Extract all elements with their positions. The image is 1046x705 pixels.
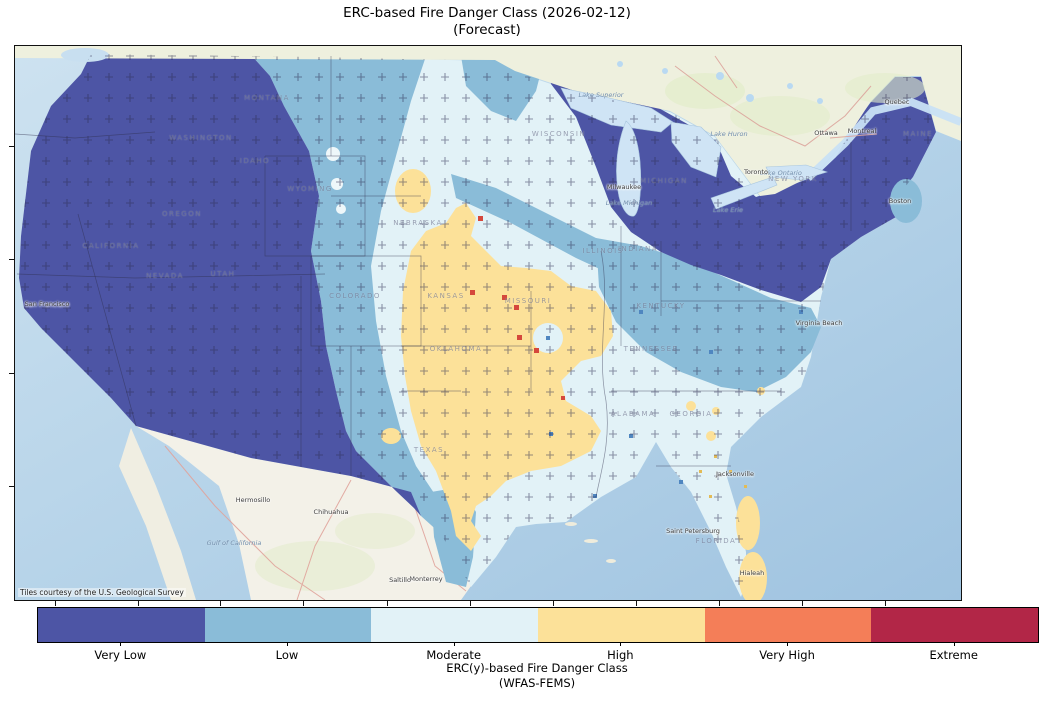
- lake-erie-label: Lake Erie: [712, 206, 744, 214]
- x-axis-tick: [138, 601, 139, 606]
- title-line1: ERC-based Fire Danger Class (2026-02-12): [343, 5, 631, 21]
- colorbar-label-very-low: Very Low: [94, 648, 147, 662]
- tiles-attribution: Tiles courtesy of the U.S. Geological Su…: [18, 588, 186, 597]
- colorbar-label-high: High: [607, 648, 634, 662]
- colorbar-tick: [954, 642, 955, 646]
- city-label: Ottawa: [814, 129, 838, 137]
- colorbar-segment-moderate: [371, 608, 539, 642]
- y-axis-tick: [9, 486, 14, 487]
- colorbar-segment-high: [538, 608, 705, 642]
- state-label: FLORIDA: [695, 537, 737, 545]
- state-label: MAINE: [902, 130, 934, 138]
- y-axis-tick: [9, 146, 14, 147]
- colorbar-segment-very-high: [704, 608, 872, 642]
- state-label: ALABAMA: [610, 410, 656, 418]
- x-axis-tick: [55, 601, 56, 606]
- colorbar-label-low: Low: [275, 648, 299, 662]
- colorbar-segment-extreme: [871, 608, 1039, 642]
- city-label: Jacksonville: [716, 470, 754, 478]
- colorbar-tick: [120, 642, 121, 646]
- state-label: INDIANA: [617, 245, 659, 253]
- colorbar-segment-low: [204, 608, 372, 642]
- state-label: MISSOURI: [504, 297, 552, 305]
- city-label: Milwaukee: [606, 183, 642, 191]
- city-label: Quebec: [884, 98, 910, 106]
- figure-title: ERC-based Fire Danger Class (2026-02-12)…: [14, 5, 960, 39]
- colorbar-caption: ERC(y)-based Fire Danger Class (WFAS-FEM…: [37, 661, 1037, 691]
- state-label: TEXAS: [413, 446, 445, 454]
- city-label: Boston: [888, 197, 912, 205]
- city-label: Hermosillo: [235, 496, 271, 504]
- state-label: ILLINOIS: [582, 247, 624, 255]
- state-label: GEORGIA: [669, 410, 713, 418]
- x-axis-tick: [885, 601, 886, 606]
- state-label: KANSAS: [427, 292, 465, 300]
- x-axis-tick: [470, 601, 471, 606]
- y-axis-tick: [9, 373, 14, 374]
- x-axis-tick: [220, 601, 221, 606]
- basemap: [15, 46, 961, 600]
- lake-superior-label: Lake Superior: [578, 91, 624, 99]
- x-axis-tick: [719, 601, 720, 606]
- state-label: MONTANA: [244, 94, 290, 102]
- state-label: UTAH: [210, 270, 236, 278]
- city-label: Toronto: [744, 168, 768, 176]
- colorbar-ticks: [37, 642, 1037, 647]
- caption-line2: (WFAS-FEMS): [498, 676, 576, 690]
- state-label: WISCONSIN: [531, 130, 587, 138]
- state-label: OKLAHOMA: [429, 345, 483, 353]
- city-label: Monterrey: [409, 575, 443, 583]
- state-label: TENNESSEE: [623, 345, 679, 353]
- city-label: Chihuahua: [313, 508, 349, 516]
- state-label: KENTUCKY: [636, 302, 686, 310]
- colorbar: [37, 607, 1039, 643]
- map-canvas: Lake Superior Lake Michigan Lake Huron L…: [9, 45, 962, 606]
- colorbar-tick: [287, 642, 288, 646]
- state-label: OREGON: [162, 210, 202, 218]
- colorbar-segment-very-low: [38, 608, 205, 642]
- colorbar-tick: [454, 642, 455, 646]
- city-label: San Francisco: [24, 300, 70, 308]
- x-axis-tick: [303, 601, 304, 606]
- state-label: COLORADO: [329, 292, 381, 300]
- city-label: Saltillo: [389, 576, 411, 584]
- x-axis-tick: [636, 601, 637, 606]
- title-line2: (Forecast): [453, 22, 521, 38]
- x-axis-tick: [553, 601, 554, 606]
- caption-line1: ERC(y)-based Fire Danger Class: [446, 661, 628, 675]
- colorbar-tick: [787, 642, 788, 646]
- state-label: WASHINGTON: [169, 134, 233, 142]
- city-label: Virginia Beach: [795, 319, 843, 327]
- state-label: NEBRASKA: [393, 219, 443, 227]
- colorbar-labels: Very Low Low Moderate High Very High Ext…: [37, 648, 1037, 662]
- city-label: Saint Petersburg: [666, 527, 720, 535]
- x-axis-tick: [802, 601, 803, 606]
- lake-michigan-label: Lake Michigan: [605, 199, 653, 207]
- state-label: CALIFORNIA: [82, 242, 140, 250]
- colorbar-label-very-high: Very High: [759, 648, 815, 662]
- colorbar-label-moderate: Moderate: [426, 648, 482, 662]
- lake-huron-label: Lake Huron: [710, 130, 748, 138]
- gulf-of-california-label: Gulf of California: [206, 539, 262, 547]
- city-label: Hialeah: [739, 569, 765, 577]
- colorbar-label-extreme: Extreme: [929, 648, 978, 662]
- city-label: Montreal: [847, 127, 877, 135]
- lake-ontario-label: Lake Ontario: [760, 169, 802, 177]
- state-label: NEW YORK: [768, 175, 818, 183]
- state-label: IDAHO: [239, 157, 271, 165]
- y-axis-tick: [9, 259, 14, 260]
- x-axis-tick: [387, 601, 388, 606]
- colorbar-tick: [620, 642, 621, 646]
- state-label: WYOMING: [287, 185, 333, 193]
- state-label: MICHIGAN: [640, 177, 688, 185]
- state-label: NEVADA: [146, 272, 184, 280]
